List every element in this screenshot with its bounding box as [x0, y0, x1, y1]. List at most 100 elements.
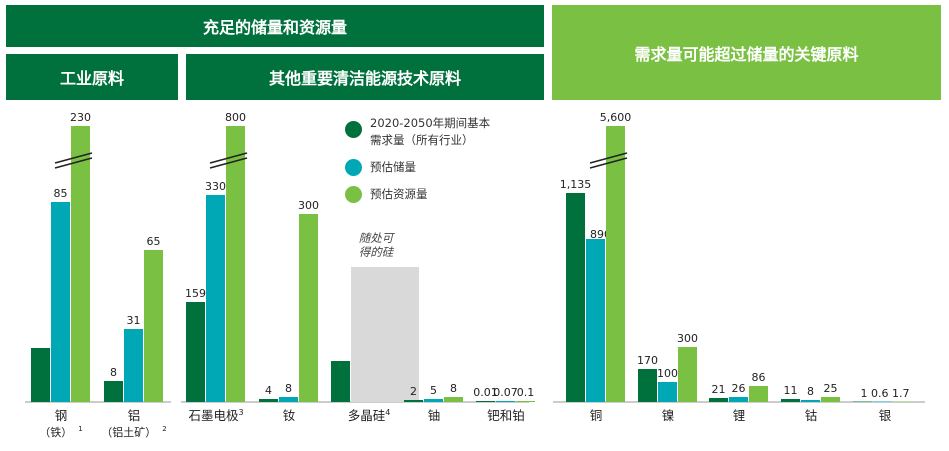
category-label-8: 镍: [662, 408, 675, 423]
bar-2-series-0: [186, 302, 205, 402]
bar-8-series-0: [638, 369, 657, 402]
data-label-1-1: 31: [127, 314, 141, 327]
category-label-7: 铜: [590, 408, 603, 423]
legend-item-reserves: 预估储量: [345, 159, 490, 176]
data-label-10-1: 8: [807, 385, 814, 398]
category-label-10: 钴: [805, 408, 818, 423]
category-label-0: 钢: [55, 408, 68, 423]
data-label-7-0: 1,135: [560, 178, 592, 191]
category-label-4: 多晶硅4: [348, 408, 391, 423]
bar-0-series-2: [71, 126, 90, 402]
category-sublabel-0: （铁） 1: [39, 425, 82, 439]
bar-5-series-2: [444, 397, 463, 402]
axis-break-mark-7-1: [589, 157, 628, 169]
category-label-1: 铝: [128, 408, 141, 423]
legend-swatch-demand: [345, 121, 362, 138]
category-label-9: 锂: [733, 408, 746, 423]
data-label-5-1: 5: [430, 384, 437, 397]
silicon-note-line-1: 得的硅: [359, 245, 395, 259]
legend-label-reserves: 预估储量: [370, 160, 416, 174]
bar-8-series-1: [658, 382, 677, 402]
bar-7-series-2: [606, 126, 625, 402]
bar-3-series-0: [259, 399, 278, 402]
data-label-1-2: 65: [147, 235, 161, 248]
silicon-note-line-0: 随处可: [359, 231, 396, 245]
bar-2-series-2: [226, 126, 245, 402]
data-label-7-2: 5,600: [600, 111, 632, 124]
legend-label-demand-line2: 需求量（所有行业）: [370, 133, 474, 147]
category-label-2: 石墨电极3: [188, 408, 243, 423]
bar-1-series-2: [144, 250, 163, 402]
bar-11-series-1: [873, 401, 892, 402]
legend-item-demand: 2020-2050年期间基本 需求量（所有行业）: [345, 115, 490, 149]
bar-1-series-0: [104, 381, 123, 402]
bar-10-series-0: [781, 399, 800, 402]
data-label-3-0: 4: [265, 384, 272, 397]
data-label-2-2: 800: [225, 111, 246, 124]
data-label-10-0: 11: [784, 384, 798, 397]
data-label-6-2: 0.1: [517, 386, 535, 399]
bar-5-series-0: [404, 400, 423, 402]
data-label-9-2: 86: [752, 371, 766, 384]
data-label-8-0: 170: [637, 354, 658, 367]
data-label-8-2: 300: [677, 332, 698, 345]
data-label-6-0: 0.01: [473, 386, 498, 399]
axis-break-mark-0-1: [54, 157, 93, 169]
bar-6-series-1: [496, 401, 515, 402]
axis-break-mark-7-0: [589, 152, 628, 164]
category-sublabel-1: （铝土矿） 2: [101, 425, 166, 439]
data-label-5-0: 2: [410, 385, 417, 398]
legend-label-demand-line1: 2020-2050年期间基本: [370, 116, 491, 130]
data-label-9-1: 26: [732, 382, 746, 395]
bar-11-series-2: [893, 401, 912, 402]
silicon-note-box: [351, 267, 419, 402]
bar-8-series-2: [678, 347, 697, 402]
bar-10-series-1: [801, 400, 820, 402]
axis-break-mark-2-1: [209, 157, 248, 169]
bar-5-series-1: [424, 399, 443, 402]
category-label-11: 银: [879, 408, 892, 423]
bar-1-series-1: [124, 329, 143, 402]
legend: 2020-2050年期间基本 需求量（所有行业） 预估储量 预估资源量: [345, 115, 490, 213]
legend-item-resources: 预估资源量: [345, 186, 490, 203]
bar-7-series-1: [586, 239, 605, 402]
bar-9-series-0: [709, 398, 728, 402]
data-label-1-0: 8: [110, 366, 117, 379]
bar-3-series-1: [279, 397, 298, 402]
data-label-9-0: 21: [712, 383, 726, 396]
data-label-10-2: 25: [824, 382, 838, 395]
bar-3-series-2: [299, 214, 318, 402]
data-label-3-1: 8: [285, 382, 292, 395]
header-clean-energy-materials: 其他重要清洁能源技术原料: [186, 54, 544, 100]
legend-label-resources: 预估资源量: [370, 187, 428, 201]
bar-2-series-1: [206, 195, 225, 402]
data-label-2-1: 330: [205, 180, 226, 193]
bar-6-series-2: [516, 401, 535, 402]
bar-0-series-0: [31, 348, 50, 402]
category-label-6: 钯和铂: [487, 408, 525, 423]
legend-swatch-resources: [345, 186, 362, 203]
bar-10-series-2: [821, 397, 840, 402]
axis-break-mark-0-0: [54, 152, 93, 164]
data-label-5-2: 8: [450, 382, 457, 395]
bar-9-series-2: [749, 386, 768, 402]
bar-6-series-0: [476, 401, 495, 402]
category-label-5: 铀: [428, 408, 441, 423]
legend-swatch-reserves: [345, 159, 362, 176]
data-label-0-1: 85: [54, 187, 68, 200]
data-label-6-1: 0.07: [493, 386, 518, 399]
data-label-7-1: 890: [590, 228, 611, 241]
data-label-0-2: 230: [70, 111, 91, 124]
data-label-silver: 1 0.6 1.7: [861, 387, 910, 400]
bar-polysilicon-demand: [331, 361, 350, 402]
category-label-3: 钕: [283, 408, 296, 423]
bar-0-series-1: [51, 202, 70, 402]
data-label-3-2: 300: [298, 199, 319, 212]
bar-9-series-1: [729, 397, 748, 402]
bar-7-series-0: [566, 193, 585, 402]
header-industrial-materials: 工业原料: [6, 54, 178, 100]
data-label-2-0: 159: [185, 287, 206, 300]
header-adequate-reserves: 充足的储量和资源量: [6, 5, 544, 47]
header-demand-may-exceed-reserves: 需求量可能超过储量的关键原料: [552, 5, 941, 100]
